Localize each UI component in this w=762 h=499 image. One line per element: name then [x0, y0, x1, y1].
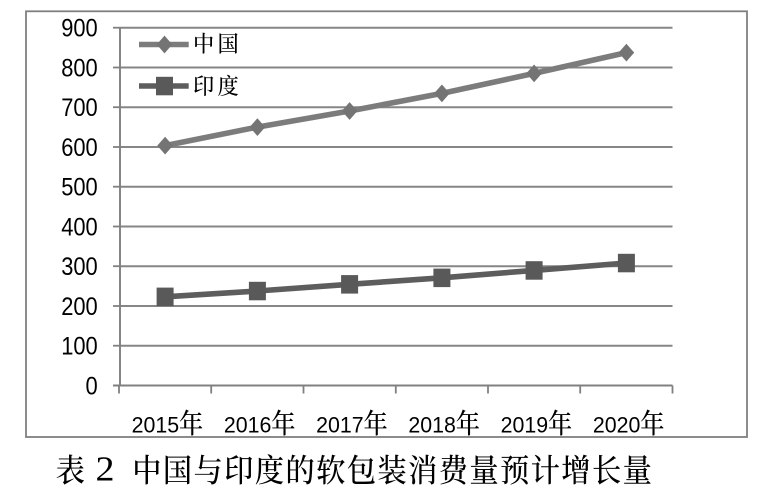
svg-text:200: 200	[61, 293, 98, 321]
svg-text:2019: 2019	[501, 413, 548, 438]
svg-text:500: 500	[61, 174, 98, 202]
svg-text:2018: 2018	[408, 413, 456, 438]
svg-text:600: 600	[61, 134, 98, 162]
svg-text:2015: 2015	[132, 413, 180, 438]
svg-text:300: 300	[61, 253, 98, 281]
svg-text:100: 100	[61, 333, 98, 361]
svg-text:400: 400	[61, 213, 98, 241]
svg-text:2020: 2020	[593, 413, 641, 438]
svg-text:2016: 2016	[224, 413, 272, 438]
svg-text:700: 700	[61, 94, 98, 122]
svg-text:0: 0	[86, 372, 98, 400]
svg-text:2: 2	[96, 449, 115, 488]
svg-text:2017: 2017	[316, 413, 364, 438]
svg-text:800: 800	[61, 54, 98, 82]
svg-text:900: 900	[61, 15, 98, 43]
